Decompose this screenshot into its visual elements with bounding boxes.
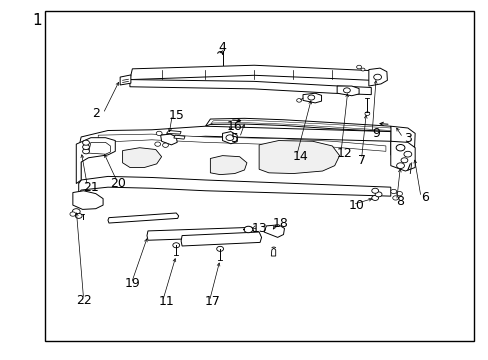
Circle shape	[343, 88, 349, 93]
Circle shape	[244, 226, 252, 233]
Text: 20: 20	[110, 177, 125, 190]
Polygon shape	[79, 146, 81, 184]
Text: 14: 14	[292, 150, 308, 163]
Polygon shape	[264, 225, 284, 237]
Polygon shape	[88, 142, 110, 154]
Polygon shape	[222, 132, 237, 144]
Polygon shape	[108, 213, 178, 223]
Text: 2: 2	[92, 107, 100, 120]
Text: 16: 16	[226, 120, 242, 133]
Polygon shape	[73, 191, 103, 210]
Circle shape	[70, 212, 76, 216]
Polygon shape	[79, 176, 390, 196]
Polygon shape	[390, 141, 414, 171]
Circle shape	[390, 189, 396, 194]
Circle shape	[371, 195, 378, 201]
Text: 7: 7	[357, 154, 365, 167]
Bar	[44, 12, 473, 341]
Polygon shape	[173, 135, 184, 139]
Circle shape	[156, 131, 162, 135]
Text: 19: 19	[124, 278, 140, 291]
Text: 21: 21	[83, 181, 99, 194]
Circle shape	[360, 68, 364, 71]
Circle shape	[403, 151, 411, 157]
Text: 3: 3	[403, 132, 411, 145]
Polygon shape	[79, 126, 390, 148]
Polygon shape	[181, 232, 261, 246]
Circle shape	[396, 192, 402, 196]
Text: 18: 18	[273, 216, 288, 230]
Polygon shape	[130, 80, 370, 95]
Circle shape	[319, 149, 325, 154]
Text: 22: 22	[76, 294, 91, 307]
Circle shape	[82, 149, 89, 154]
Circle shape	[72, 209, 80, 215]
Text: 6: 6	[420, 192, 428, 204]
Polygon shape	[210, 156, 246, 175]
Circle shape	[82, 140, 89, 145]
Polygon shape	[98, 134, 385, 151]
Polygon shape	[130, 65, 370, 80]
Circle shape	[356, 65, 361, 69]
Circle shape	[155, 142, 160, 146]
Circle shape	[216, 246, 223, 251]
Polygon shape	[147, 227, 254, 240]
Polygon shape	[122, 148, 161, 167]
Polygon shape	[76, 138, 115, 184]
Text: 17: 17	[204, 296, 220, 309]
Text: 9: 9	[371, 127, 379, 140]
Circle shape	[374, 192, 381, 197]
Circle shape	[75, 213, 82, 219]
Circle shape	[303, 145, 310, 150]
Text: 4: 4	[218, 41, 226, 54]
Polygon shape	[271, 248, 275, 256]
Circle shape	[396, 163, 404, 168]
Polygon shape	[160, 134, 177, 145]
Circle shape	[373, 74, 381, 80]
Circle shape	[298, 149, 305, 154]
Circle shape	[392, 196, 398, 200]
Circle shape	[309, 143, 316, 148]
Text: 1: 1	[32, 13, 42, 28]
Polygon shape	[166, 131, 181, 134]
Polygon shape	[205, 118, 390, 132]
Circle shape	[315, 145, 322, 150]
Text: 11: 11	[158, 296, 174, 309]
Circle shape	[307, 95, 314, 100]
Circle shape	[371, 188, 378, 193]
Polygon shape	[303, 93, 321, 103]
Polygon shape	[259, 140, 339, 174]
Polygon shape	[336, 86, 358, 96]
Circle shape	[400, 158, 407, 163]
Circle shape	[311, 152, 318, 157]
Text: 12: 12	[336, 147, 352, 159]
Text: 5: 5	[230, 132, 238, 145]
Text: 15: 15	[168, 109, 184, 122]
Text: 8: 8	[396, 195, 404, 208]
Circle shape	[225, 135, 233, 140]
Circle shape	[296, 99, 301, 102]
Circle shape	[395, 144, 404, 151]
Circle shape	[162, 143, 168, 147]
Polygon shape	[210, 120, 390, 131]
Circle shape	[82, 144, 89, 149]
Circle shape	[364, 112, 369, 116]
Polygon shape	[390, 126, 414, 159]
Polygon shape	[120, 75, 131, 85]
Circle shape	[172, 243, 179, 248]
Polygon shape	[368, 68, 386, 86]
Text: 10: 10	[348, 199, 364, 212]
Text: 13: 13	[251, 222, 266, 235]
